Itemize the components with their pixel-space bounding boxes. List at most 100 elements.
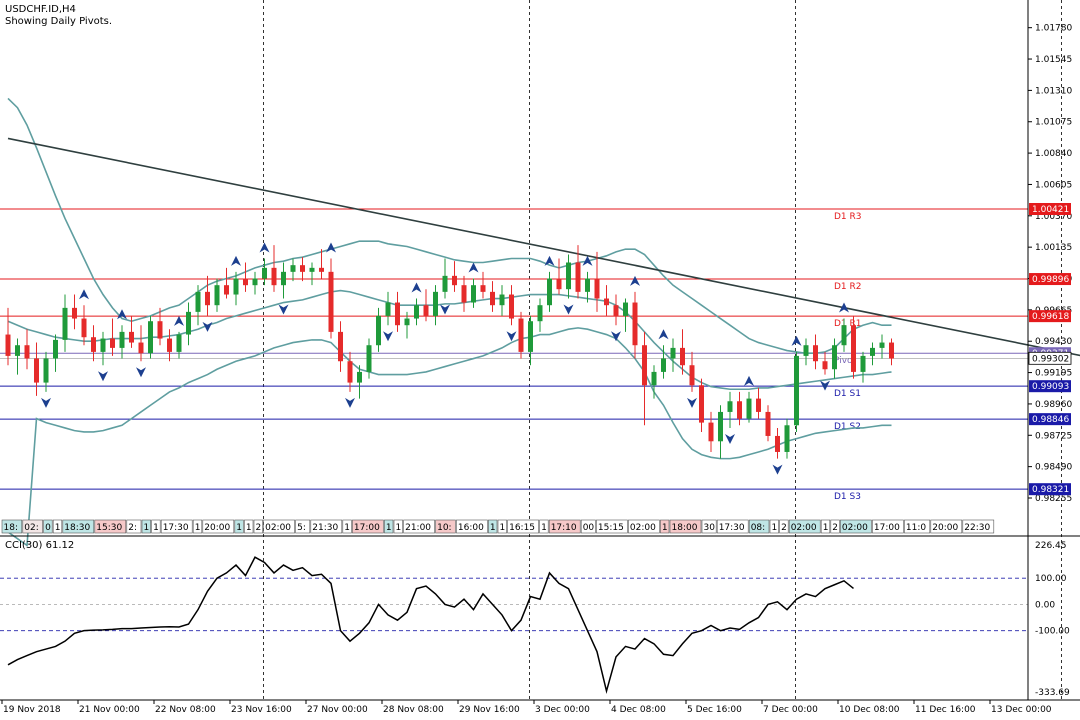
fractals bbox=[41, 242, 849, 475]
main-pane[interactable] bbox=[0, 0, 1028, 535]
price-tick-label: 1.01780 bbox=[1035, 24, 1072, 34]
session-label: 2 bbox=[256, 523, 262, 533]
session-label: 17:30 bbox=[163, 523, 189, 533]
session-label: 08: bbox=[751, 523, 765, 533]
price-tick-label: 0.98725 bbox=[1035, 431, 1072, 441]
fractal-down bbox=[725, 433, 735, 444]
time-tick-label: 19 Nov 2018 bbox=[3, 705, 61, 715]
time-tick-label: 10 Dec 08:00 bbox=[839, 705, 900, 715]
time-tick-label: 27 Nov 00:00 bbox=[307, 705, 368, 715]
session-box bbox=[1, 519, 23, 534]
session-label: 18: bbox=[4, 523, 18, 533]
session-label: 1 bbox=[541, 523, 547, 533]
price-tick-label: 1.01075 bbox=[1035, 118, 1072, 128]
fractal-up bbox=[544, 255, 555, 266]
session-label: 1 bbox=[772, 523, 778, 533]
session-box bbox=[456, 519, 488, 534]
pivot-tag bbox=[1029, 310, 1071, 323]
candle-body bbox=[642, 345, 647, 386]
fractal-up bbox=[468, 262, 479, 273]
candle-body bbox=[528, 321, 533, 352]
pivot-tag bbox=[1029, 273, 1071, 286]
current-price-label: 0.99302 bbox=[1032, 354, 1069, 364]
fractal-up bbox=[744, 375, 754, 386]
candle-body bbox=[841, 325, 847, 346]
fractal-down bbox=[383, 331, 393, 342]
candle-body bbox=[5, 334, 11, 356]
candle-body bbox=[43, 358, 49, 383]
candle-body bbox=[100, 338, 106, 352]
candle-body bbox=[214, 285, 220, 306]
fractal-down bbox=[772, 464, 783, 475]
chart-symbol: USDCHF.ID,H4 bbox=[5, 4, 76, 15]
candle-body bbox=[319, 267, 324, 272]
candle-body bbox=[718, 411, 723, 442]
session-label: 18:00 bbox=[672, 523, 698, 533]
time-tick-label: 28 Nov 08:00 bbox=[383, 705, 444, 715]
session-label: 1 bbox=[55, 523, 61, 533]
fractal-down bbox=[202, 321, 213, 332]
session-box bbox=[548, 519, 581, 534]
candle-body bbox=[366, 345, 372, 372]
fractal-up bbox=[326, 242, 336, 253]
candle-body bbox=[670, 347, 676, 359]
fractal-up bbox=[630, 275, 640, 286]
candle-body bbox=[480, 285, 486, 292]
cci-tick-label: 226.45 bbox=[1035, 541, 1067, 551]
candle-body bbox=[290, 265, 296, 272]
band-middle bbox=[7, 289, 892, 391]
fractal-down bbox=[345, 397, 355, 408]
session-box bbox=[253, 519, 263, 534]
candle-body bbox=[24, 345, 30, 359]
session-box bbox=[716, 519, 749, 534]
cci-tick-label: -333.69 bbox=[1035, 688, 1070, 698]
session-label: 17:10 bbox=[551, 523, 577, 533]
pivot-tag-label: 0.99093 bbox=[1032, 382, 1069, 392]
session-label: 0 bbox=[45, 523, 51, 533]
candle-body bbox=[167, 338, 172, 352]
session-label: 17:00 bbox=[874, 523, 900, 533]
fractal-up bbox=[174, 315, 184, 326]
cci-tick-label: -100.00 bbox=[1035, 627, 1070, 637]
fractal-down bbox=[820, 380, 830, 391]
time-tick-label: 7 Dec 00:00 bbox=[763, 705, 818, 715]
session-box bbox=[263, 519, 295, 534]
session-label: 17:00 bbox=[354, 523, 380, 533]
candle-body bbox=[594, 278, 600, 299]
candle-body bbox=[775, 435, 780, 452]
pivot-label: D1 S1 bbox=[834, 389, 861, 399]
candle-body bbox=[509, 294, 514, 319]
pivot-tag bbox=[1029, 203, 1071, 216]
session-box bbox=[43, 519, 53, 534]
candle-body bbox=[727, 401, 733, 412]
session-box bbox=[244, 519, 254, 534]
pivot-tag-label: 0.99618 bbox=[1032, 312, 1069, 322]
candle-body bbox=[195, 291, 201, 312]
session-label: 16:00 bbox=[458, 523, 484, 533]
candle-body bbox=[395, 302, 400, 326]
pivot-tag bbox=[1029, 380, 1071, 393]
price-tick-label: 1.00840 bbox=[1035, 149, 1072, 159]
indicator-pane[interactable] bbox=[0, 537, 1028, 699]
session-label: 18:30 bbox=[64, 523, 90, 533]
session-label: 02:00 bbox=[791, 523, 817, 533]
cci-title: CCI(30) 61.12 bbox=[5, 540, 74, 551]
session-box bbox=[779, 519, 789, 534]
pivot-tag-label: 0.99896 bbox=[1032, 275, 1069, 285]
band-upper bbox=[7, 97, 892, 355]
candle-body bbox=[575, 262, 581, 292]
time-tick-label: 5 Dec 16:00 bbox=[687, 705, 742, 715]
session-box bbox=[62, 519, 95, 534]
session-box bbox=[748, 519, 770, 534]
fractal-down bbox=[98, 371, 108, 382]
session-label: 1 bbox=[153, 523, 159, 533]
candle-body bbox=[224, 285, 229, 295]
time-tick-label: 29 Nov 16:00 bbox=[459, 705, 520, 715]
candle-body bbox=[499, 294, 505, 306]
time-tick-label: 4 Dec 08:00 bbox=[611, 705, 666, 715]
candle-body bbox=[300, 265, 305, 272]
fractal-up bbox=[259, 242, 270, 253]
candle-body bbox=[271, 267, 277, 286]
candle-body bbox=[433, 291, 438, 316]
